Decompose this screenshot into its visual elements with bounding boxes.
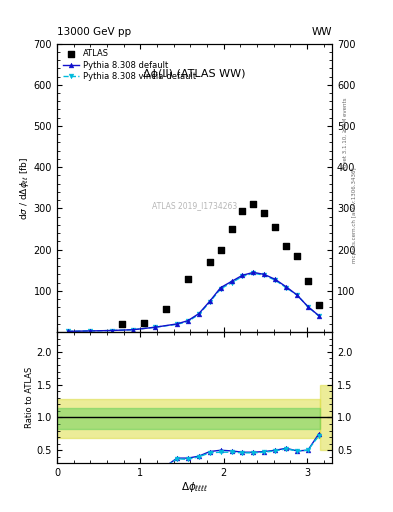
Pythia 8.308 vincia-default: [196, 311, 201, 317]
Pythia 8.308 default: [196, 311, 201, 317]
Pythia 8.308 default: [208, 298, 212, 304]
Pythia 8.308 vincia-default: [262, 272, 267, 279]
Legend: ATLAS, Pythia 8.308 default, Pythia 8.308 vincia-default: ATLAS, Pythia 8.308 default, Pythia 8.30…: [61, 48, 198, 83]
ATLAS: [294, 252, 300, 260]
Pythia 8.308 vincia-default: [229, 280, 234, 286]
Text: Rivet 3.1.10, ≥ 3M events: Rivet 3.1.10, ≥ 3M events: [343, 97, 348, 169]
Pythia 8.308 vincia-default: [66, 328, 70, 334]
Pythia 8.308 default: [284, 284, 288, 290]
Line: Pythia 8.308 default: Pythia 8.308 default: [66, 270, 321, 334]
Bar: [57, 399, 320, 438]
ATLAS: [283, 242, 289, 250]
ATLAS: [305, 276, 311, 285]
Pythia 8.308 vincia-default: [131, 327, 136, 333]
Pythia 8.308 default: [185, 317, 190, 324]
ATLAS: [217, 246, 224, 254]
Pythia 8.308 default: [153, 324, 158, 330]
Y-axis label: Ratio to ATLAS: Ratio to ATLAS: [25, 367, 34, 429]
X-axis label: $\Delta\phi_{\ell\ell\ell\ell}$: $\Delta\phi_{\ell\ell\ell\ell}$: [181, 480, 208, 494]
Pythia 8.308 default: [131, 327, 136, 333]
Pythia 8.308 default: [218, 285, 223, 291]
ATLAS: [163, 305, 169, 313]
ATLAS: [272, 223, 278, 231]
Pythia 8.308 vincia-default: [251, 270, 256, 276]
Pythia 8.308 vincia-default: [316, 313, 321, 319]
ATLAS: [141, 319, 147, 327]
Pythia 8.308 default: [109, 328, 114, 334]
Pythia 8.308 default: [295, 292, 299, 298]
ATLAS: [207, 258, 213, 266]
Pythia 8.308 vincia-default: [305, 304, 310, 310]
Pythia 8.308 vincia-default: [218, 286, 223, 292]
Pythia 8.308 default: [316, 313, 321, 319]
Pythia 8.308 default: [273, 276, 277, 283]
Pythia 8.308 default: [229, 279, 234, 285]
ATLAS: [316, 301, 322, 309]
ATLAS: [261, 208, 268, 217]
ATLAS: [250, 200, 257, 208]
Pythia 8.308 vincia-default: [185, 318, 190, 325]
Pythia 8.308 vincia-default: [153, 324, 158, 330]
Bar: [320, 385, 332, 450]
Pythia 8.308 default: [305, 304, 310, 310]
ATLAS: [239, 206, 246, 215]
Bar: [57, 408, 320, 429]
Pythia 8.308 default: [240, 272, 245, 279]
Text: 13000 GeV pp: 13000 GeV pp: [57, 27, 131, 37]
Pythia 8.308 default: [87, 328, 92, 334]
Pythia 8.308 vincia-default: [295, 292, 299, 298]
Text: WW: WW: [312, 27, 332, 37]
Pythia 8.308 vincia-default: [109, 328, 114, 334]
Pythia 8.308 vincia-default: [273, 277, 277, 283]
Pythia 8.308 vincia-default: [174, 321, 179, 327]
Pythia 8.308 default: [66, 328, 70, 334]
Pythia 8.308 default: [251, 269, 256, 275]
Pythia 8.308 vincia-default: [284, 285, 288, 291]
Y-axis label: d$\sigma$ / d$\Delta\phi_{\ell\ell}$ [fb]: d$\sigma$ / d$\Delta\phi_{\ell\ell}$ [fb…: [18, 156, 31, 220]
ATLAS: [185, 274, 191, 283]
ATLAS: [119, 320, 126, 328]
Line: Pythia 8.308 vincia-default: Pythia 8.308 vincia-default: [66, 271, 321, 334]
Pythia 8.308 vincia-default: [240, 273, 245, 280]
ATLAS: [228, 225, 235, 233]
Pythia 8.308 vincia-default: [208, 299, 212, 305]
Pythia 8.308 default: [174, 321, 179, 327]
Text: Δϕ(ll) (ATLAS WW): Δϕ(ll) (ATLAS WW): [143, 70, 246, 79]
Text: mcplots.cern.ch [arXiv:1306.3436]: mcplots.cern.ch [arXiv:1306.3436]: [352, 167, 357, 263]
Pythia 8.308 default: [262, 271, 267, 278]
Pythia 8.308 vincia-default: [87, 328, 92, 334]
Text: ATLAS 2019_I1734263: ATLAS 2019_I1734263: [152, 201, 237, 209]
